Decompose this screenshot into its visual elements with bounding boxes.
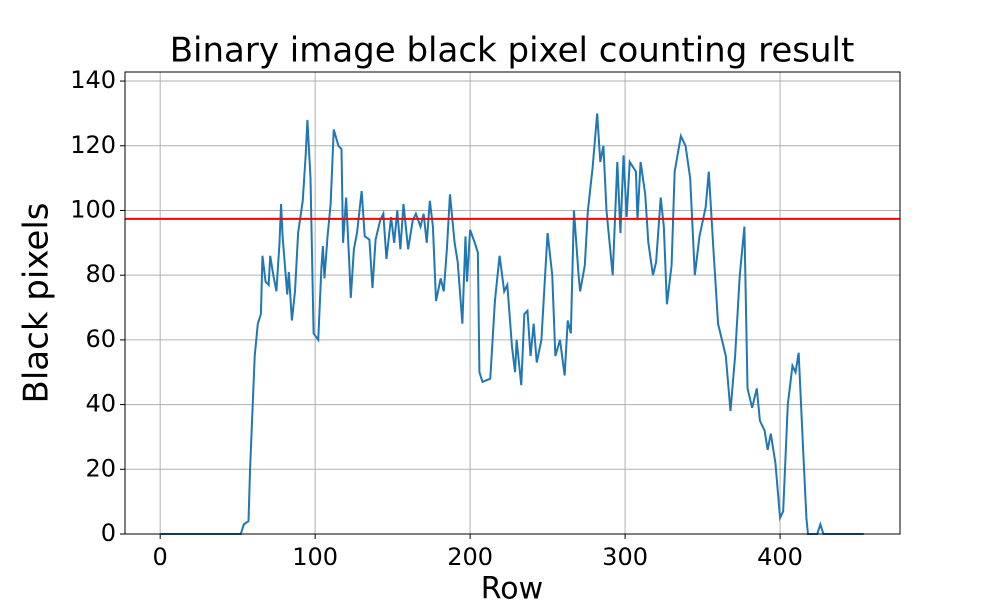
y-tick-label: 100 (70, 195, 116, 223)
x-tick-label: 300 (602, 543, 648, 571)
plot-frame (124, 71, 901, 535)
x-tick-label: 400 (757, 543, 803, 571)
y-tick-label: 40 (85, 390, 116, 418)
x-tick-label: 200 (447, 543, 493, 571)
x-axis-label: Row (481, 572, 543, 600)
y-axis-label: Black pixels (17, 203, 57, 404)
data-line (160, 113, 864, 535)
y-tick-label: 140 (70, 66, 116, 94)
x-tick-label: 0 (153, 543, 168, 571)
y-tick-label: 80 (85, 260, 116, 288)
chart-title: Binary image black pixel counting result (170, 31, 855, 71)
y-tick-label: 0 (101, 519, 116, 547)
y-tick-label: 20 (85, 454, 116, 482)
x-tick-label: 100 (292, 543, 338, 571)
y-tick-label: 120 (70, 131, 116, 159)
y-tick-label: 60 (85, 325, 116, 353)
